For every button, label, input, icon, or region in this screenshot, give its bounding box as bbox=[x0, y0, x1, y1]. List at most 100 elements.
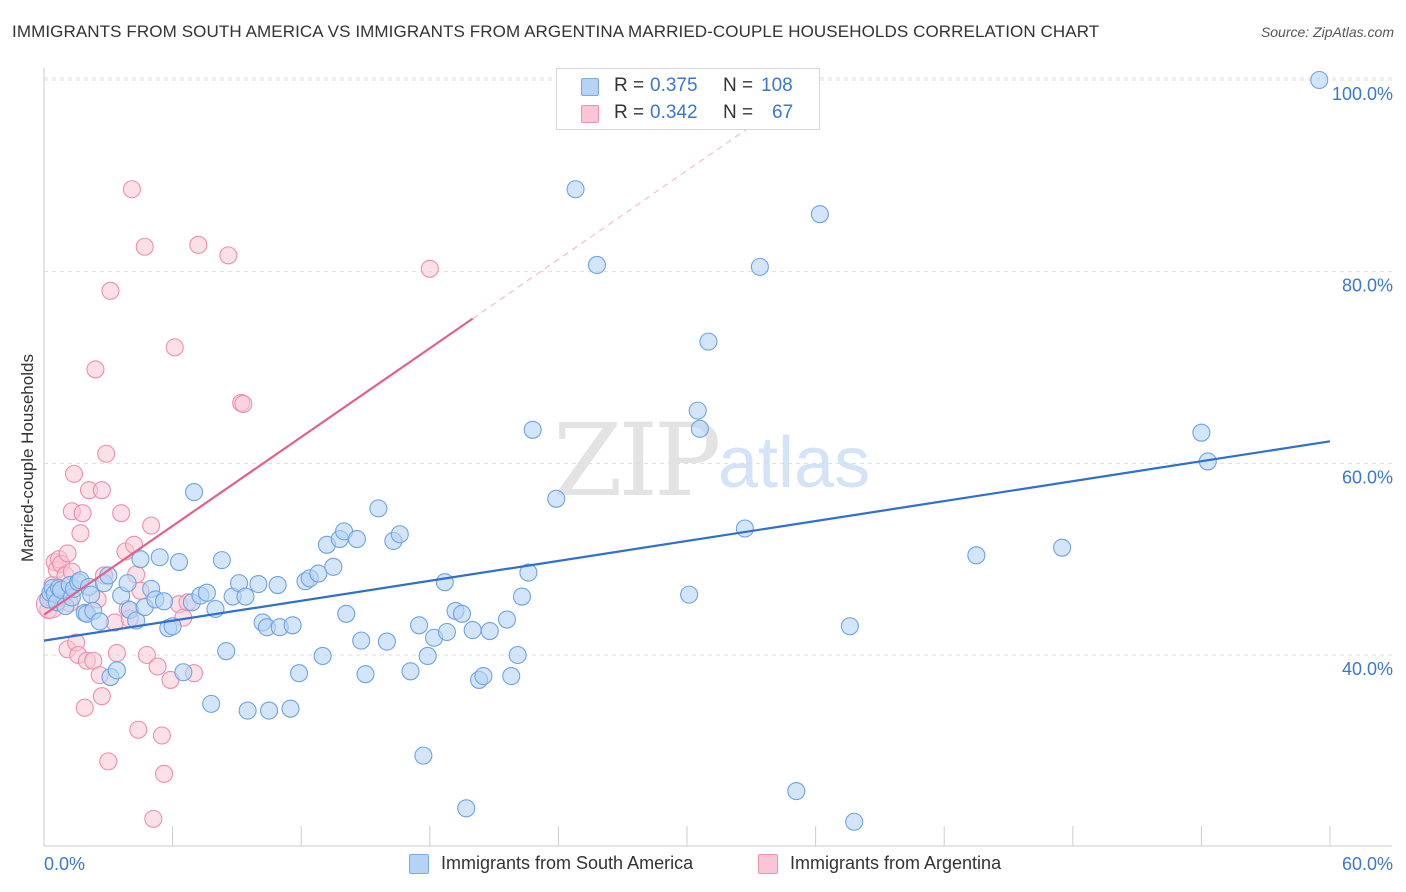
point-south-america bbox=[452, 604, 472, 623]
gridlines bbox=[44, 77, 1392, 656]
point-south-america bbox=[1053, 538, 1072, 557]
point-argentina bbox=[189, 235, 208, 254]
y-axis-label: Married-couple Households bbox=[18, 354, 37, 562]
chart-title: IMMIGRANTS FROM SOUTH AMERICA VS IMMIGRA… bbox=[12, 22, 1100, 41]
point-argentina bbox=[152, 726, 171, 745]
y-tick-label: 60.0% bbox=[1342, 467, 1393, 487]
point-south-america bbox=[309, 564, 328, 583]
point-south-america bbox=[174, 663, 193, 682]
y-tick-label: 100.0% bbox=[1332, 84, 1393, 104]
point-argentina bbox=[92, 481, 111, 500]
point-south-america bbox=[324, 557, 343, 576]
point-south-america bbox=[502, 667, 521, 686]
point-south-america bbox=[202, 694, 221, 713]
point-south-america bbox=[377, 632, 396, 651]
point-south-america bbox=[259, 701, 279, 720]
point-argentina bbox=[135, 237, 154, 256]
series-south-america-points bbox=[39, 70, 1329, 831]
point-south-america bbox=[268, 575, 287, 595]
point-south-america bbox=[587, 255, 607, 275]
point-south-america bbox=[699, 332, 718, 351]
point-south-america bbox=[401, 662, 420, 681]
point-argentina bbox=[92, 687, 111, 706]
trend-line-argentina bbox=[43, 317, 474, 616]
point-argentina bbox=[137, 645, 156, 665]
point-south-america bbox=[840, 617, 859, 636]
point-south-america bbox=[688, 401, 707, 420]
legend-r-value: 0.375 bbox=[650, 75, 698, 96]
point-argentina bbox=[107, 644, 126, 663]
source-credit: Source: ZipAtlas.com bbox=[1260, 24, 1394, 40]
point-south-america bbox=[118, 574, 137, 593]
point-argentina bbox=[122, 180, 141, 199]
point-south-america bbox=[352, 631, 371, 650]
point-argentina bbox=[64, 464, 84, 483]
trend-lines bbox=[43, 125, 1331, 642]
tick-labels: 40.0% 60.0% 80.0% 100.0% 0.0% 60.0% bbox=[44, 84, 1393, 874]
point-south-america bbox=[154, 592, 174, 611]
point-argentina bbox=[129, 720, 148, 739]
legend-r-label: R = bbox=[614, 102, 645, 123]
legend-n-value: 108 bbox=[761, 75, 793, 96]
point-argentina bbox=[97, 444, 116, 463]
point-argentina bbox=[154, 764, 174, 783]
point-argentina bbox=[144, 809, 163, 828]
point-south-america bbox=[787, 782, 806, 801]
legend-n-label: N = bbox=[723, 75, 754, 96]
point-south-america bbox=[290, 664, 309, 683]
point-south-america bbox=[845, 812, 864, 831]
point-south-america bbox=[390, 525, 409, 544]
point-argentina bbox=[58, 544, 77, 563]
point-south-america bbox=[238, 701, 257, 720]
point-argentina bbox=[71, 524, 90, 543]
point-south-america bbox=[184, 483, 204, 502]
point-south-america bbox=[566, 180, 585, 199]
x-tick-label-right: 60.0% bbox=[1342, 854, 1393, 874]
point-argentina bbox=[234, 394, 253, 413]
point-south-america bbox=[519, 563, 538, 582]
legend-n-label: N = bbox=[723, 102, 754, 123]
point-south-america bbox=[437, 622, 456, 642]
y-tick-label: 40.0% bbox=[1342, 659, 1393, 679]
watermark-zip: ZIP bbox=[553, 402, 721, 519]
point-argentina bbox=[99, 752, 118, 771]
trend-line-south-america bbox=[43, 440, 1331, 642]
point-argentina bbox=[73, 504, 92, 523]
point-south-america bbox=[281, 699, 300, 718]
point-south-america bbox=[369, 499, 388, 518]
point-south-america bbox=[750, 257, 769, 276]
x-tick-label-left: 0.0% bbox=[44, 854, 85, 874]
point-south-america bbox=[474, 667, 493, 686]
point-south-america bbox=[249, 575, 268, 594]
bottom-legend-swatch-pink bbox=[758, 854, 778, 874]
point-south-america bbox=[967, 546, 986, 565]
legend-swatch-blue bbox=[581, 78, 599, 96]
point-argentina bbox=[148, 657, 167, 676]
point-argentina bbox=[142, 516, 161, 535]
point-south-america bbox=[283, 616, 302, 635]
point-south-america bbox=[197, 583, 216, 602]
point-south-america bbox=[735, 519, 754, 538]
point-argentina bbox=[112, 504, 131, 523]
legend-r-label: R = bbox=[614, 75, 645, 96]
y-tick-label: 80.0% bbox=[1342, 276, 1393, 296]
bottom-legend-swatch-blue bbox=[409, 854, 429, 874]
point-south-america bbox=[547, 489, 566, 508]
point-south-america bbox=[212, 551, 231, 570]
bottom-legend-label-blue: Immigrants from South America bbox=[441, 853, 694, 873]
point-south-america bbox=[810, 205, 829, 224]
point-south-america bbox=[131, 550, 150, 569]
point-south-america bbox=[523, 420, 542, 439]
point-south-america bbox=[236, 587, 255, 606]
point-south-america bbox=[90, 612, 109, 631]
point-south-america bbox=[508, 645, 527, 665]
legend-n-value: 67 bbox=[772, 102, 794, 123]
point-south-america bbox=[410, 616, 429, 635]
bottom-legend-label-pink: Immigrants from Argentina bbox=[790, 853, 1002, 873]
point-south-america bbox=[418, 646, 437, 666]
point-south-america bbox=[313, 646, 332, 666]
point-south-america bbox=[107, 661, 126, 680]
point-south-america bbox=[150, 548, 169, 567]
point-south-america bbox=[414, 746, 433, 765]
